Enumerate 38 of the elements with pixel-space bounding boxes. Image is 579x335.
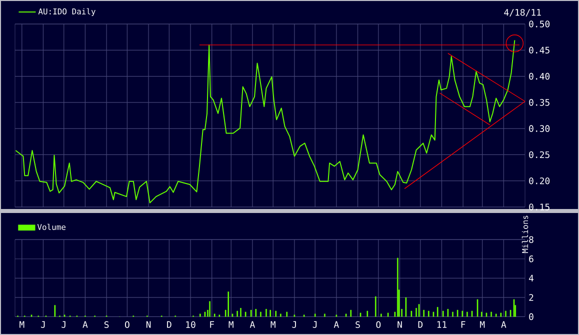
x-tick-label: M [20, 321, 24, 328]
x-tick-label: 10 [186, 321, 196, 328]
x-tick-label: J [41, 321, 45, 328]
x-tick-label: O [376, 321, 381, 328]
y-tick-label: 2 [529, 294, 534, 301]
x-tick-label: D [167, 321, 172, 328]
y-tick-label: 4 [528, 274, 534, 282]
x-tick-label: A [334, 321, 339, 328]
x-tick-label: J [292, 321, 296, 328]
x-tick-label: M [228, 321, 234, 328]
x-tick-label: A [250, 321, 255, 328]
x-tick-label: F [210, 321, 214, 328]
x-tick-label: F [461, 321, 466, 328]
y-tick-label: 0.25 [529, 151, 550, 158]
x-tick-label: D [418, 321, 423, 328]
y-tick-label: 0.50 [529, 20, 550, 28]
x-tick-label: M [270, 321, 276, 328]
y-tick-label: 0.40 [529, 72, 550, 80]
y-tick-label: 0 [529, 313, 534, 320]
x-tick-label: J [312, 321, 317, 328]
x-tick-label: M [480, 321, 485, 328]
x-tick-label: N [398, 321, 402, 328]
x-tick-label: J [62, 321, 66, 328]
y-tick-label: 0.20 [529, 177, 550, 184]
y-tick-label: 8 [529, 236, 534, 243]
x-tick-label: A [82, 321, 88, 328]
x-tick-label: 11 [437, 321, 447, 328]
x-tick-label: A [501, 321, 506, 328]
y-tick-label: 0.35 [529, 99, 550, 106]
y-tick-label: 0.15 [529, 204, 550, 210]
x-tick-label: O [125, 321, 130, 328]
x-tick-label: S [356, 321, 360, 328]
y-tick-label: 6 [529, 255, 534, 262]
x-tick-label: N [146, 321, 151, 328]
x-tick-label: S [104, 321, 109, 328]
y-tick-label: 0.30 [529, 125, 550, 132]
y-tick-label: 0.45 [529, 46, 550, 54]
text: 4/18/11 [504, 8, 541, 16]
